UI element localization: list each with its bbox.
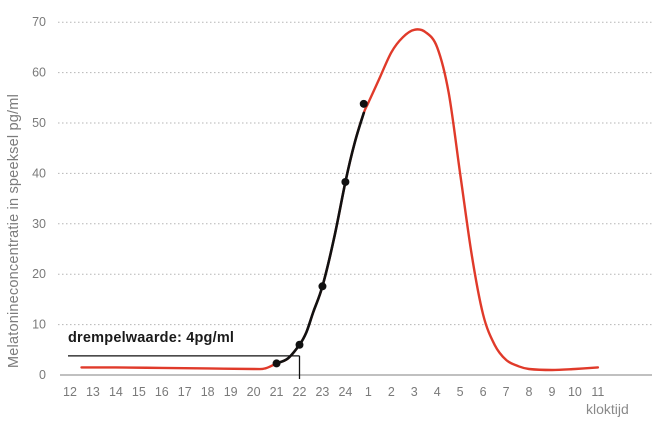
x-tick-label: 1 (365, 385, 372, 399)
x-tick-label: 10 (568, 385, 582, 399)
x-axis-title: kloktijd (586, 401, 629, 417)
x-tick-label: 13 (86, 385, 100, 399)
sample-point (272, 359, 281, 368)
threshold-label: drempelwaarde: 4pg/ml (68, 330, 235, 346)
sample-point (295, 340, 304, 349)
x-tick-label: 21 (270, 385, 284, 399)
y-tick-label: 0 (39, 368, 46, 382)
x-tick-label: 5 (457, 385, 464, 399)
sample-points (272, 99, 368, 368)
sample-point (341, 177, 350, 186)
series-layer (80, 28, 600, 372)
x-tick-label: 23 (315, 385, 329, 399)
y-tick-label: 50 (32, 116, 46, 130)
x-tick-label: 18 (201, 385, 215, 399)
x-tick-label: 3 (411, 385, 418, 399)
y-tick-label: 60 (32, 66, 46, 80)
x-tick-label: 11 (591, 385, 604, 399)
x-tick-label: 19 (224, 385, 238, 399)
x-tick-label: 24 (338, 385, 352, 399)
x-tick-labels: 12 13 14 15 16 17 18 19 20 21 22 23 24 1 2 3 4 5 6 7 8 9 10 11 (63, 385, 604, 399)
highlighted-segment (275, 111, 366, 365)
x-tick-label: 14 (109, 385, 123, 399)
sample-point (359, 99, 368, 108)
y-axis-title: Melatonineconcentratie in speeksel pg/ml (6, 94, 22, 368)
x-tick-label: 2 (388, 385, 395, 399)
sample-point (318, 282, 327, 291)
x-tick-label: 16 (155, 385, 169, 399)
y-tick-label: 10 (32, 318, 46, 332)
melatonin-curve (80, 28, 600, 372)
x-tick-label: 7 (503, 385, 510, 399)
x-tick-label: 9 (548, 385, 555, 399)
y-tick-label: 70 (32, 15, 46, 29)
threshold-marker (68, 355, 301, 379)
x-tick-label: 12 (63, 385, 77, 399)
y-tick-label: 30 (32, 217, 46, 231)
x-tick-label: 22 (293, 385, 307, 399)
x-tick-label: 17 (178, 385, 192, 399)
x-tick-label: 15 (132, 385, 146, 399)
x-tick-label: 8 (526, 385, 533, 399)
y-tick-label: 40 (32, 166, 46, 180)
x-tick-label: 20 (247, 385, 261, 399)
y-tick-labels: 0 10 20 30 40 50 60 70 (32, 15, 46, 382)
x-tick-label: 4 (434, 385, 441, 399)
gridlines (58, 21, 652, 376)
y-tick-label: 20 (32, 267, 46, 281)
x-tick-label: 6 (480, 385, 487, 399)
